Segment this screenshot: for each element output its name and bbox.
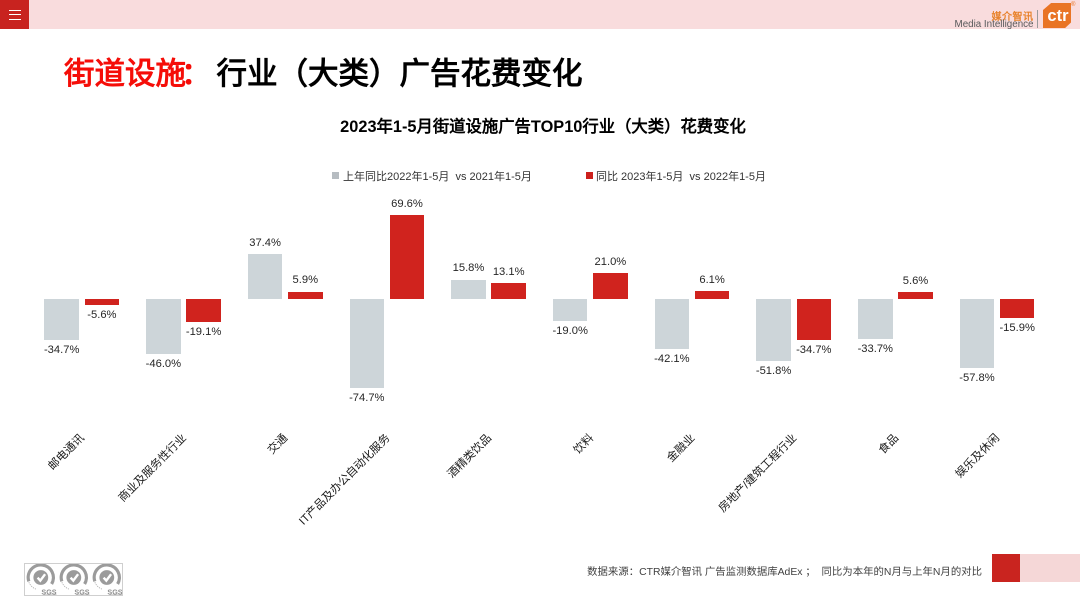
svg-text:SGS: SGS bbox=[41, 588, 56, 596]
